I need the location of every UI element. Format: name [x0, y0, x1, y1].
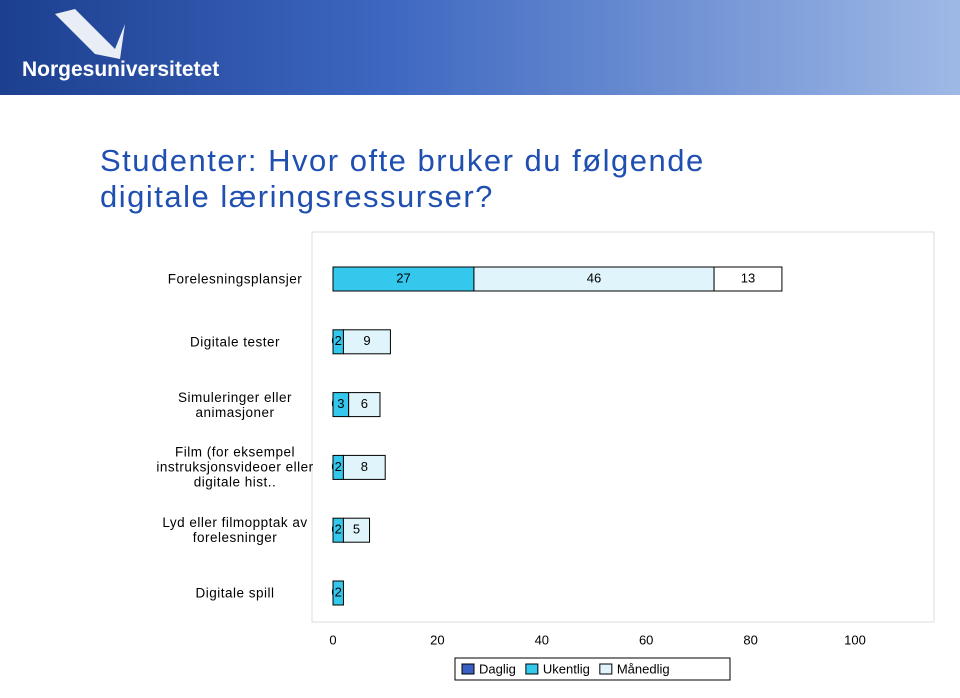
x-tick-label: 60	[639, 632, 653, 647]
value-label: 2	[335, 522, 342, 537]
category-label: Digitale spill	[195, 585, 275, 601]
x-tick-label: 0	[329, 632, 336, 647]
category-label: Lyd eller filmopptak av forelesninger	[162, 515, 308, 546]
bar-segment	[473, 266, 715, 292]
legend-swatch	[599, 663, 613, 675]
bar-segment	[342, 329, 391, 355]
value-label: 2	[335, 333, 342, 348]
banner	[0, 0, 960, 95]
bar-segment	[713, 266, 783, 292]
value-label: 3	[337, 396, 344, 411]
value-label: 2	[335, 584, 342, 599]
bar-segment	[342, 517, 371, 543]
bar-segment	[342, 454, 386, 480]
legend-swatch	[461, 663, 475, 675]
value-label: 2	[335, 459, 342, 474]
legend-frame	[454, 657, 731, 681]
value-label: 46	[587, 270, 601, 285]
legend-label: Månedlig	[617, 661, 670, 676]
x-tick-label: 40	[535, 632, 549, 647]
value-label: 6	[361, 396, 368, 411]
value-label: 5	[353, 522, 360, 537]
slide-title: Studenter: Hvor ofte bruker du følgende	[100, 143, 705, 178]
bar-segment	[332, 580, 344, 606]
legend-label: Daglig	[479, 661, 516, 676]
value-label: 8	[361, 459, 368, 474]
value-label: 13	[741, 270, 755, 285]
x-tick-label: 100	[844, 632, 866, 647]
category-label: Digitale tester	[189, 334, 281, 350]
bar-segment	[332, 266, 475, 292]
slide-title: digitale læringsressurser?	[100, 179, 494, 214]
value-label: 27	[396, 270, 410, 285]
legend-swatch	[525, 663, 539, 675]
x-tick-label: 20	[430, 632, 444, 647]
logo-text: Norgesuniversitetet	[22, 58, 220, 81]
legend-label: Ukentlig	[543, 661, 590, 676]
category-label: Film (for eksempel instruksjonsvideoer e…	[156, 444, 314, 490]
logo-mark	[55, 9, 125, 59]
category-label: Simuleringer eller animasjoner	[177, 389, 293, 420]
x-tick-label: 80	[743, 632, 757, 647]
plot-frame	[311, 231, 935, 623]
bar-segment	[348, 392, 381, 418]
category-label: Forelesningsplansjer	[167, 271, 303, 287]
value-label: 9	[363, 333, 370, 348]
